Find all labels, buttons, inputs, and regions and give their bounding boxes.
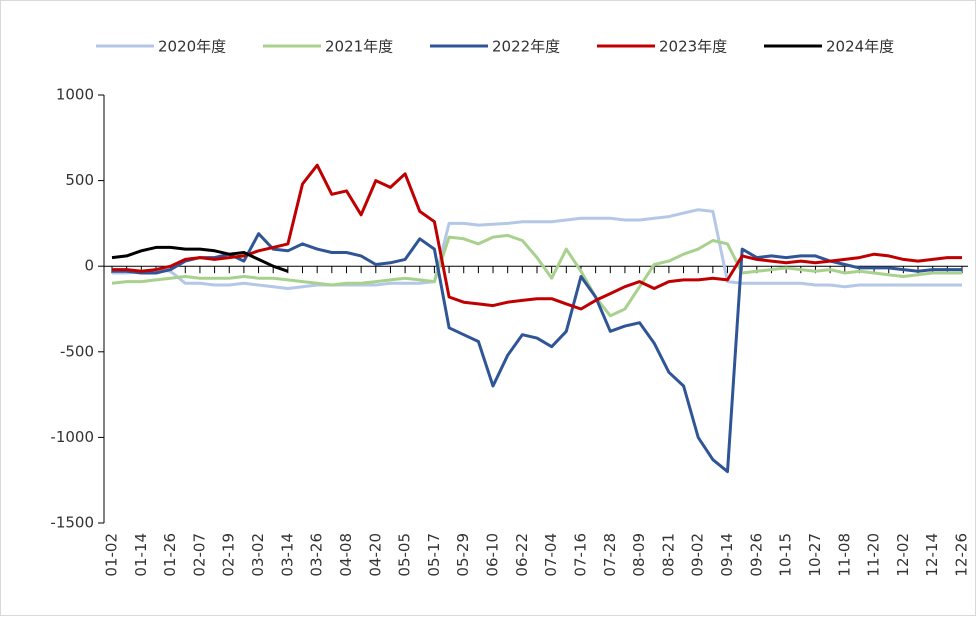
x-tick-label: 09-14	[718, 533, 736, 577]
x-tick-label: 10-27	[806, 533, 824, 577]
y-tick-label: 0	[84, 257, 94, 275]
x-tick-label: 07-04	[542, 533, 560, 577]
y-tick-label: -1000	[50, 428, 94, 446]
series-line	[111, 245, 289, 273]
x-tick-label: 12-26	[953, 533, 971, 577]
x-tick-label: 09-02	[689, 533, 707, 577]
legend-label: 2022年度	[492, 38, 560, 56]
x-tick-label: 02-07	[190, 533, 208, 577]
x-tick-label: 06-22	[513, 533, 531, 577]
x-tick-label: 07-28	[601, 533, 619, 577]
y-tick-label: 1000	[56, 86, 94, 104]
series-line	[112, 163, 962, 311]
y-tick-label: -1500	[50, 514, 94, 532]
x-tick-label: 08-21	[659, 533, 677, 577]
x-tick-label: 04-08	[337, 533, 355, 577]
series-line	[111, 233, 962, 318]
x-tick-label: 04-20	[366, 533, 384, 577]
x-tick-label: 05-29	[454, 533, 472, 577]
x-tick-label: 05-17	[425, 533, 443, 577]
legend-label: 2023年度	[659, 38, 727, 56]
x-tick-label: 03-14	[278, 533, 296, 577]
x-tick-label: 01-02	[103, 533, 121, 577]
x-tick-label: 11-08	[835, 533, 853, 577]
x-tick-label: 02-19	[220, 533, 238, 577]
x-tick-label: 12-14	[923, 533, 941, 577]
series-line	[112, 208, 962, 290]
x-tick-label: 05-05	[396, 533, 414, 577]
x-tick-label: 11-20	[865, 533, 883, 577]
x-tick-label: 08-09	[630, 533, 648, 577]
x-tick-label: 09-26	[747, 533, 765, 577]
legend-label: 2024年度	[826, 38, 894, 56]
x-tick-label: 01-26	[161, 533, 179, 577]
x-tick-label: 10-15	[777, 533, 795, 577]
y-tick-label: -500	[60, 342, 94, 360]
x-tick-label: 12-02	[894, 533, 912, 577]
x-tick-label: 03-26	[308, 533, 326, 577]
y-tick-label: 500	[65, 171, 94, 189]
x-tick-label: 07-16	[571, 533, 589, 577]
legend-label: 2020年度	[158, 38, 226, 56]
x-tick-label: 03-02	[249, 533, 267, 577]
legend-label: 2021年度	[325, 38, 393, 56]
x-tick-label: 06-10	[484, 533, 502, 577]
x-tick-label: 01-14	[132, 533, 150, 577]
series-line	[112, 232, 962, 474]
